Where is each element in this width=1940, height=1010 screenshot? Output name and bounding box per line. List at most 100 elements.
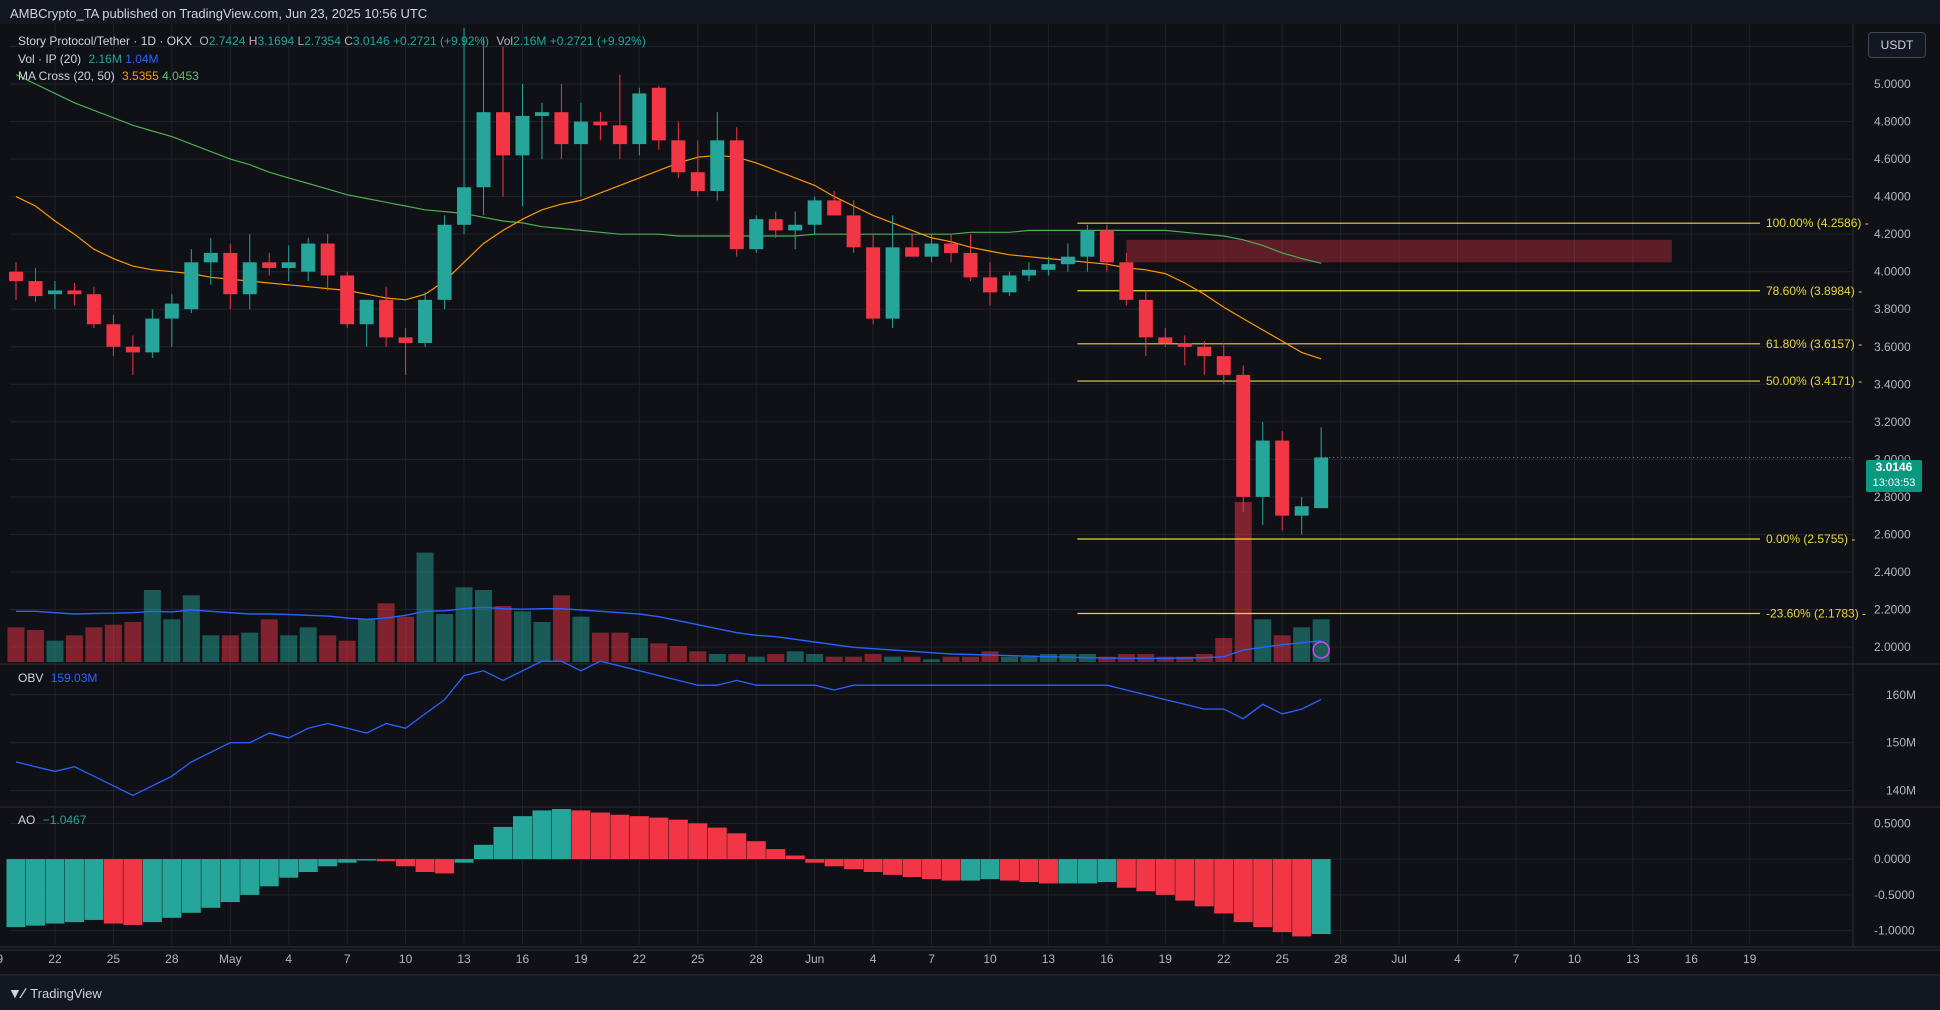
ao-tick-label: 0.5000 xyxy=(1874,816,1911,830)
candle-body xyxy=(1197,346,1212,357)
candle xyxy=(1197,341,1212,375)
candle-body xyxy=(418,299,433,343)
close-value: 3.0146 xyxy=(352,34,390,48)
ao-bar xyxy=(590,812,610,860)
volume-bar xyxy=(182,595,200,662)
ao-bar xyxy=(610,814,630,860)
volume-bar xyxy=(416,552,434,662)
candle xyxy=(749,215,764,253)
candle xyxy=(145,309,160,359)
currency-button[interactable]: USDT xyxy=(1868,32,1926,58)
candle-body xyxy=(47,290,62,295)
volume-bar xyxy=(241,632,259,662)
candle xyxy=(223,243,238,310)
candle-body xyxy=(281,262,296,268)
ma20-value: 3.5355 xyxy=(122,69,159,83)
candle xyxy=(9,262,23,300)
fib-level-label: 61.80% (3.6157) - xyxy=(1766,337,1862,351)
candle-body xyxy=(9,271,23,282)
ao-bar xyxy=(1116,859,1136,888)
candle xyxy=(710,112,725,201)
high-value: 3.1694 xyxy=(257,34,295,48)
candle-body xyxy=(164,303,179,319)
candle xyxy=(106,314,121,357)
candle xyxy=(262,252,277,276)
volume-bar xyxy=(377,603,395,662)
volume-bar xyxy=(669,646,687,662)
candle-body xyxy=(944,243,959,253)
candle xyxy=(281,245,296,282)
ao-bar xyxy=(1214,859,1234,914)
price-tick-label: 3.6000 xyxy=(1874,340,1911,354)
date-tick-label: 16 xyxy=(1100,952,1114,966)
candle xyxy=(1177,335,1192,366)
ao-bar xyxy=(103,859,123,924)
volume-bar xyxy=(611,632,629,662)
date-tick-label: 25 xyxy=(1276,952,1290,966)
date-tick-label: 28 xyxy=(1334,952,1348,966)
ao-bar xyxy=(1233,859,1253,923)
candle xyxy=(651,85,666,150)
candle xyxy=(905,234,920,257)
date-tick-label: 13 xyxy=(1042,952,1056,966)
tradingview-footer[interactable]: ▼∕ TradingView xyxy=(8,985,102,1001)
candle xyxy=(1275,431,1290,531)
ao-bar xyxy=(415,859,435,872)
candle xyxy=(788,211,803,250)
candle-body xyxy=(262,262,277,268)
candle-body xyxy=(768,219,783,231)
vol-label: Vol xyxy=(496,34,514,48)
candle xyxy=(1255,421,1270,526)
volume-bar xyxy=(7,627,25,662)
candle-body xyxy=(749,219,764,250)
volume-bar xyxy=(358,619,376,662)
ao-legend[interactable]: AO −1.0467 xyxy=(18,813,86,827)
ao-bar xyxy=(259,859,279,887)
candle-body xyxy=(983,277,997,293)
obv-legend[interactable]: OBV 159.03M xyxy=(18,671,97,685)
date-tick-label: 10 xyxy=(399,952,413,966)
fib-level-label: 100.00% (4.2586) - xyxy=(1766,216,1869,230)
ao-tick-label: 0.0000 xyxy=(1874,852,1911,866)
price-tick-label: 4.8000 xyxy=(1874,115,1911,129)
volume-bar xyxy=(747,656,765,662)
volume-bar xyxy=(436,614,454,662)
volume-bar xyxy=(1234,502,1252,662)
chart-area xyxy=(0,24,1940,974)
candle-body xyxy=(515,115,530,156)
ao-value: −1.0467 xyxy=(42,813,87,827)
volume-bar xyxy=(221,635,239,662)
volume-indicator-legend[interactable]: Vol · IP (20) 2.16M 1.04M xyxy=(18,52,159,66)
candle-body xyxy=(203,252,218,263)
candle xyxy=(534,102,549,160)
ao-bar xyxy=(1077,859,1097,884)
ma-cross-name: MA Cross (20, 50) xyxy=(18,69,115,83)
candle-body xyxy=(476,112,491,188)
ao-bar xyxy=(961,859,981,881)
ao-bar xyxy=(1038,859,1058,884)
candle-body xyxy=(67,290,82,295)
obv-value: 159.03M xyxy=(50,671,98,685)
volume-bar xyxy=(1098,656,1116,662)
date-tick-label: 22 xyxy=(633,952,647,966)
volume-bar xyxy=(806,654,824,662)
date-tick-label: May xyxy=(219,952,242,966)
volume-ma-line xyxy=(16,606,1322,659)
volume-bar xyxy=(1000,656,1018,662)
candle xyxy=(1236,365,1251,512)
price-tick-label: 3.4000 xyxy=(1874,377,1911,391)
volume-bar xyxy=(533,622,551,662)
candle-body xyxy=(1294,506,1309,516)
candle xyxy=(457,27,472,235)
ao-bar xyxy=(571,810,591,860)
ao-bar xyxy=(123,859,143,925)
candle xyxy=(203,237,218,285)
ao-bar xyxy=(629,816,649,860)
candle-body xyxy=(963,252,978,278)
symbol-name[interactable]: Story Protocol/Tether · 1D · OKX xyxy=(18,34,193,48)
volume-bar xyxy=(299,627,317,662)
ma-cross-legend[interactable]: MA Cross (20, 50) 3.5355 4.0453 xyxy=(18,69,199,83)
candle-body xyxy=(690,172,705,192)
candle-body xyxy=(398,337,413,343)
